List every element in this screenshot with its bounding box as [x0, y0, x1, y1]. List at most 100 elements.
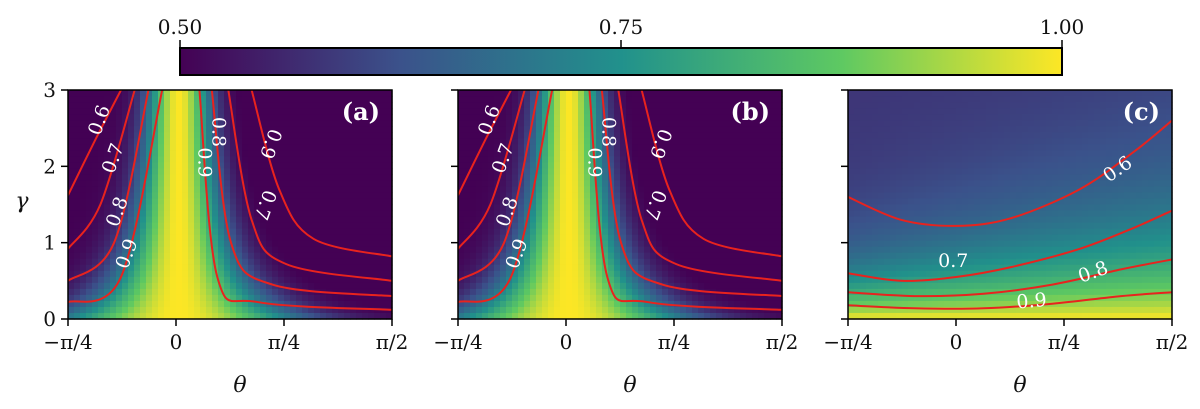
heatmap-cell — [254, 246, 261, 254]
heatmap-cell — [296, 156, 303, 163]
heatmap-cell — [962, 198, 969, 206]
heatmap-cell — [572, 126, 579, 133]
heatmap-cell — [854, 204, 861, 212]
heatmap-cell — [278, 228, 285, 236]
heatmap-cell — [854, 90, 861, 97]
heatmap-cell — [116, 186, 123, 194]
heatmap-cell — [80, 312, 87, 320]
heatmap-cell — [116, 300, 123, 308]
heatmap-cell — [602, 306, 609, 314]
heatmap-cell — [860, 240, 867, 248]
heatmap-cell — [314, 306, 321, 314]
heatmap-cell — [164, 138, 171, 145]
heatmap-cell — [326, 276, 333, 284]
heatmap-cell — [710, 294, 717, 302]
heatmap-cell — [368, 252, 375, 260]
heatmap-cell — [290, 162, 297, 169]
heatmap-cell — [296, 258, 303, 266]
heatmap-cell — [170, 210, 177, 218]
heatmap-cell — [458, 282, 465, 290]
heatmap-cell — [476, 156, 483, 163]
heatmap-cell — [908, 126, 915, 133]
heatmap-cell — [896, 270, 903, 278]
heatmap-cell — [104, 312, 111, 320]
heatmap-cell — [326, 306, 333, 314]
heatmap-cell — [692, 264, 699, 272]
heatmap-cell — [506, 246, 513, 254]
heatmap-cell — [254, 96, 261, 103]
heatmap-cell — [668, 96, 675, 103]
heatmap-cell — [608, 294, 615, 302]
heatmap-cell — [608, 204, 615, 212]
heatmap-cell — [284, 180, 291, 188]
heatmap-cell — [644, 222, 651, 230]
heatmap-cell — [662, 228, 669, 236]
heatmap-cell — [860, 204, 867, 212]
heatmap-cell — [722, 138, 729, 145]
heatmap-cell — [368, 192, 375, 200]
heatmap-cell — [350, 102, 357, 109]
heatmap-cell — [734, 234, 741, 242]
heatmap-cell — [140, 156, 147, 163]
heatmap-cell — [230, 276, 237, 284]
heatmap-cell — [752, 294, 759, 302]
heatmap-cell — [776, 198, 783, 206]
heatmap-cell — [68, 258, 75, 266]
heatmap-cell — [236, 282, 243, 290]
heatmap-cell — [134, 186, 141, 194]
heatmap-cell — [68, 138, 75, 145]
heatmap-cell — [164, 222, 171, 230]
heatmap-cell — [872, 258, 879, 266]
heatmap-cell — [296, 228, 303, 236]
heatmap-cell — [158, 204, 165, 212]
heatmap-cell — [296, 210, 303, 218]
heatmap-cell — [728, 282, 735, 290]
heatmap-cell — [584, 108, 591, 115]
heatmap-cell — [182, 240, 189, 248]
heatmap-cell — [500, 294, 507, 302]
heatmap-cell — [686, 282, 693, 290]
contour-line-0-7 — [68, 90, 136, 250]
heatmap-cell — [908, 102, 915, 109]
heatmap-cell — [662, 132, 669, 139]
heatmap-cell — [890, 132, 897, 139]
heatmap-cell — [632, 204, 639, 212]
heatmap-cell — [968, 192, 975, 200]
heatmap-cell — [740, 180, 747, 188]
heatmap-cell — [572, 216, 579, 224]
heatmap-cell — [476, 162, 483, 169]
heatmap-cell — [476, 300, 483, 308]
heatmap-cell — [476, 210, 483, 218]
heatmap-cell — [296, 114, 303, 121]
heatmap-cell — [920, 174, 927, 181]
heatmap-cell — [752, 252, 759, 260]
heatmap-cell — [716, 114, 723, 121]
heatmap-cell — [152, 240, 159, 248]
heatmap-cell — [710, 138, 717, 145]
heatmap-cell — [938, 108, 945, 115]
heatmap-cell — [746, 282, 753, 290]
heatmap-cell — [728, 246, 735, 254]
heatmap-cell — [926, 210, 933, 218]
heatmap-cell — [860, 114, 867, 121]
heatmap-cell — [230, 192, 237, 200]
heatmap-cell — [524, 264, 531, 272]
heatmap-cell — [296, 138, 303, 145]
heatmap-cell — [926, 186, 933, 194]
heatmap-cell — [560, 120, 567, 127]
heatmap-cell — [698, 252, 705, 260]
heatmap-cell — [716, 150, 723, 157]
heatmap-cell — [86, 144, 93, 151]
heatmap-cell — [740, 270, 747, 278]
heatmap-cell — [266, 114, 273, 121]
heatmap-cell — [608, 216, 615, 224]
heatmap-cell — [164, 228, 171, 236]
heatmap-cell — [914, 240, 921, 248]
heatmap-cell — [950, 132, 957, 139]
heatmap-cell — [584, 222, 591, 230]
heatmap-cell — [170, 306, 177, 314]
heatmap-cell — [878, 270, 885, 278]
heatmap-cell — [356, 312, 363, 320]
heatmap-cell — [350, 222, 357, 230]
heatmap-cell — [956, 198, 963, 206]
